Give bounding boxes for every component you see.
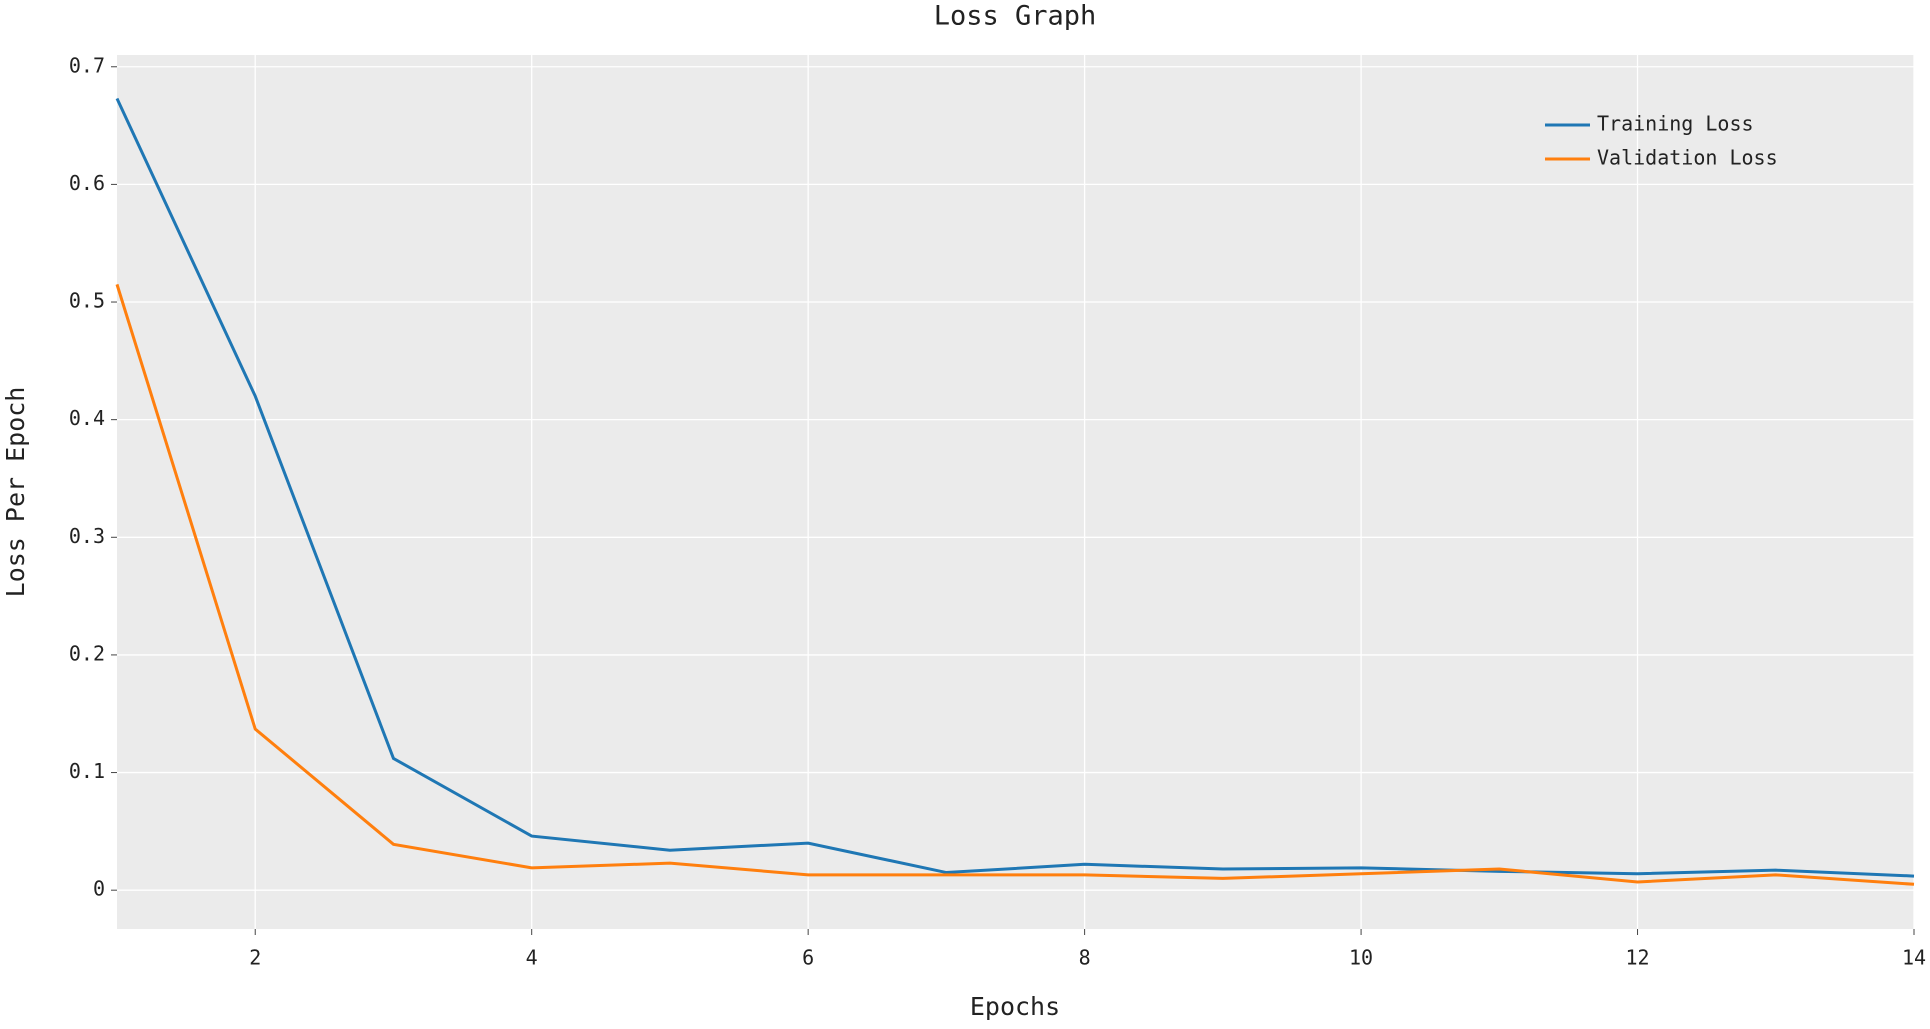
- x-tick-label: 6: [802, 946, 814, 970]
- x-axis-label: Epochs: [970, 992, 1060, 1021]
- chart-title: Loss Graph: [934, 1, 1097, 32]
- line-series: [115, 283, 1915, 886]
- y-tick-label: 0.5: [69, 289, 105, 313]
- y-tick-label: 0.4: [69, 406, 105, 430]
- legend-label: Validation Loss: [1597, 146, 1778, 170]
- line-series: [115, 97, 1915, 878]
- x-tick-label: 10: [1349, 946, 1373, 970]
- y-tick-label: 0.7: [69, 53, 105, 77]
- legend-label: Training Loss: [1597, 112, 1754, 136]
- x-tick-label: 14: [1902, 946, 1926, 970]
- y-tick-label: 0.2: [69, 641, 105, 665]
- x-tick-label: 8: [1079, 946, 1091, 970]
- y-tick-label: 0.6: [69, 171, 105, 195]
- x-tick-label: 12: [1625, 946, 1649, 970]
- x-tick-label: 2: [249, 946, 261, 970]
- x-tick-label: 4: [526, 946, 538, 970]
- y-tick-label: 0.3: [69, 524, 105, 548]
- y-tick-label: 0.1: [69, 759, 105, 783]
- plot-area: [117, 55, 1914, 929]
- y-axis-label: Loss Per Epoch: [1, 387, 30, 598]
- y-tick-label: 0: [93, 877, 105, 901]
